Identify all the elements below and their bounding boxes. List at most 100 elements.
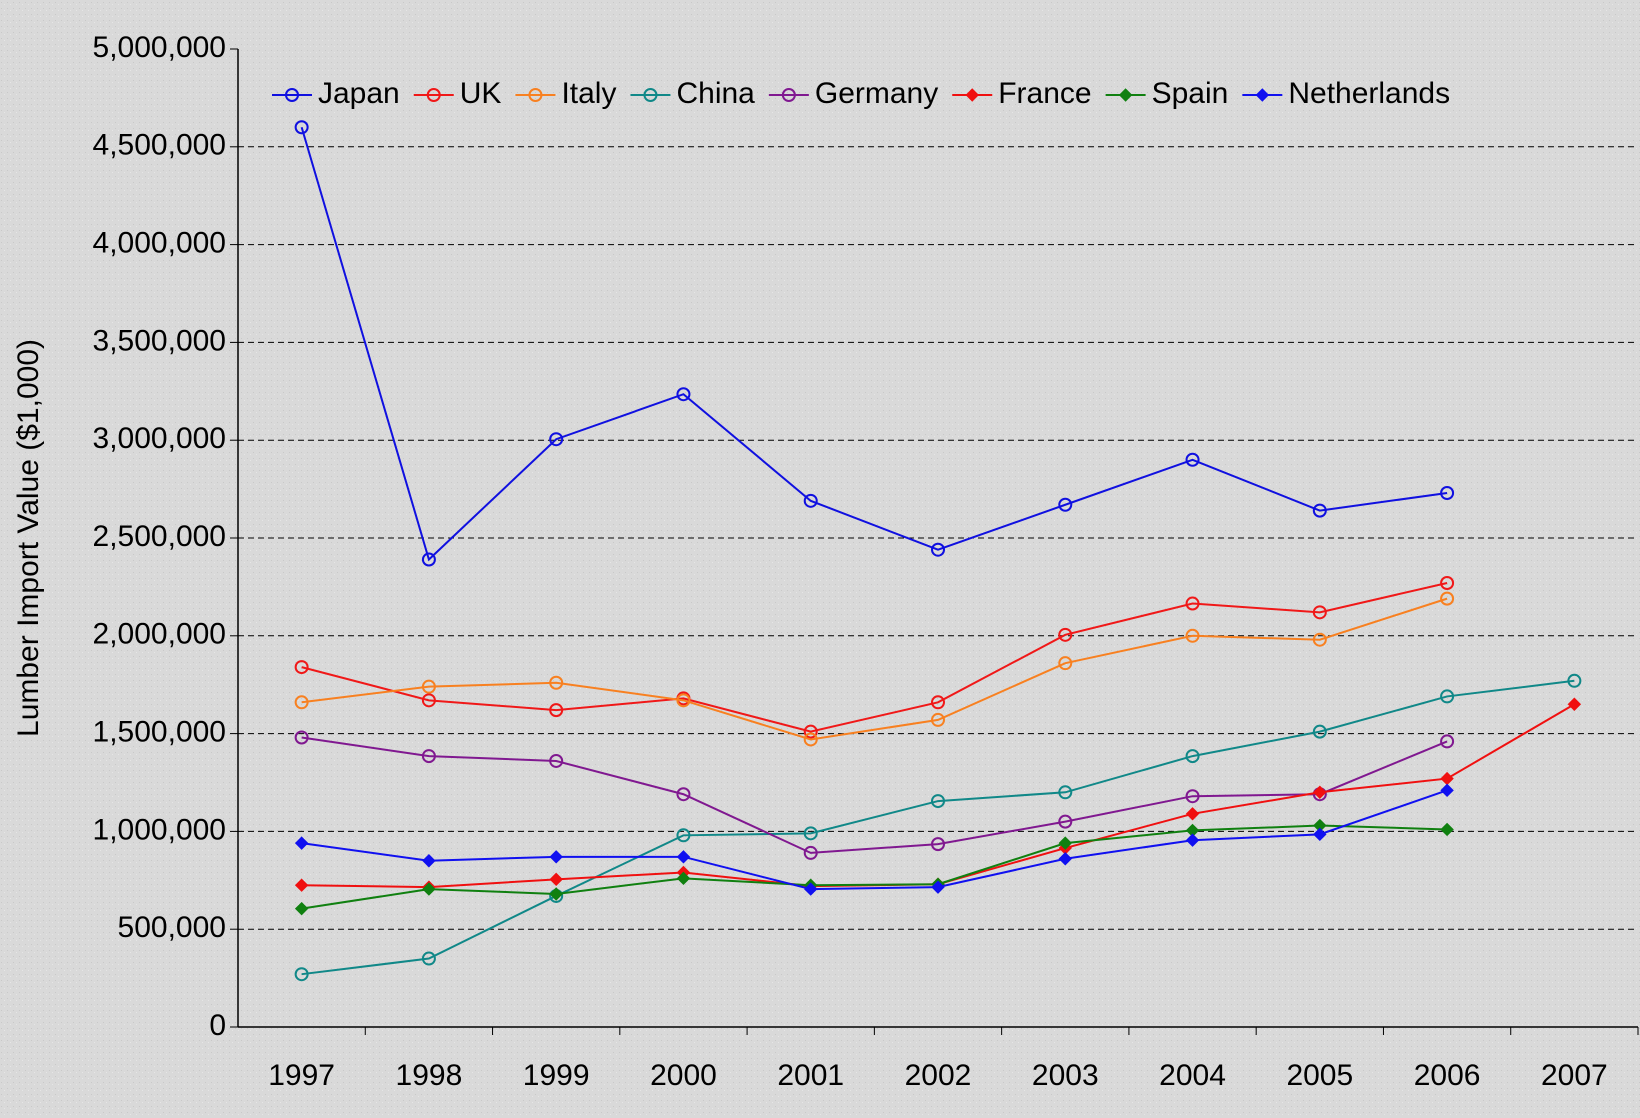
data-point [1440,486,1455,501]
x-tick-label: 2002 [905,1059,972,1092]
y-tick-label: 500,000 [118,911,226,944]
legend-label: Netherlands [1288,77,1450,110]
legend-marker [781,88,796,102]
y-axis-label: Lumber Import Value ($1,000) [12,339,45,737]
data-point [931,794,945,809]
data-point [931,880,945,894]
data-point [421,951,436,966]
data-point [549,887,563,901]
data-point [1313,785,1327,799]
data-point [549,872,563,887]
data-point [549,432,564,447]
y-tick-label: 4,000,000 [93,227,226,260]
legend-label: France [998,77,1091,110]
data-point [294,901,309,916]
data-point [931,712,945,727]
x-tick-label: 2006 [1414,1059,1481,1092]
data-point [1185,596,1200,611]
x-tick-label: 2000 [650,1059,717,1092]
series-line [301,824,1448,910]
data-point [676,387,691,402]
data-point [1440,689,1455,704]
legend-label: Germany [815,77,938,110]
legend-marker [965,88,979,102]
data-point [1058,497,1073,512]
series-line [301,597,1448,741]
data-point [421,552,436,567]
data-point [1313,827,1327,842]
y-tick-label: 4,500,000 [93,129,226,162]
data-point [1058,627,1073,642]
x-tick-label: 1998 [396,1059,463,1092]
data-point [422,882,436,896]
y-tick-label: 0 [209,1009,226,1042]
data-point [676,871,691,886]
data-point [294,695,309,710]
data-point [421,693,436,708]
data-point [1185,749,1200,764]
data-point [803,724,818,739]
data-point [422,854,436,868]
legend-label: China [676,77,755,110]
y-tick-label: 2,500,000 [93,520,226,553]
legend-marker [426,88,441,102]
legend-label: UK [460,77,502,110]
legend-label: Italy [561,77,616,110]
data-point [1567,697,1582,711]
series-line [301,736,1448,854]
data-point [1185,628,1200,643]
data-point [803,845,818,860]
data-point [1058,785,1073,800]
data-point [549,753,564,768]
series-line [301,582,1448,733]
x-tick-label: 1997 [268,1059,335,1092]
y-tick-label: 1,500,000 [93,716,226,749]
y-tick-label: 3,000,000 [93,422,226,455]
data-point [1440,591,1455,606]
data-point [1312,605,1327,620]
data-point [294,967,309,982]
data-point [294,730,309,745]
data-point [294,660,309,675]
series-line [300,126,1448,562]
data-point [1440,822,1454,837]
data-point [421,749,436,764]
data-point [549,850,563,864]
x-tick-label: 1999 [523,1059,590,1092]
data-point [1567,673,1582,688]
data-point [1312,724,1327,739]
series-line [301,789,1448,891]
data-point [1185,789,1200,804]
data-point [549,703,564,718]
data-point [1440,575,1455,590]
data-point [1185,807,1200,821]
data-point [1440,734,1455,749]
y-tick-label: 1,000,000 [93,813,226,846]
legend-marker [528,88,543,102]
data-point [294,120,309,135]
x-tick-label: 2004 [1159,1059,1226,1092]
series-line [301,679,1575,976]
legend-label: Spain [1152,77,1229,110]
data-point [421,679,436,694]
data-point [1312,503,1327,518]
x-tick-label: 2007 [1541,1059,1608,1092]
data-point [1058,656,1073,671]
data-point [804,882,818,896]
y-tick-label: 3,500,000 [93,324,226,357]
data-point [676,828,691,843]
data-point [676,693,691,708]
y-tick-label: 5,000,000 [93,31,226,64]
data-point [931,837,945,852]
x-tick-label: 2001 [777,1059,844,1092]
data-point [803,732,818,747]
data-point [931,695,945,710]
legend-label: Japan [318,77,400,110]
legend-marker [285,88,299,102]
x-tick-label: 2003 [1032,1059,1099,1092]
data-point [1058,836,1072,850]
legend-marker [1118,88,1133,102]
data-point [1058,814,1073,829]
